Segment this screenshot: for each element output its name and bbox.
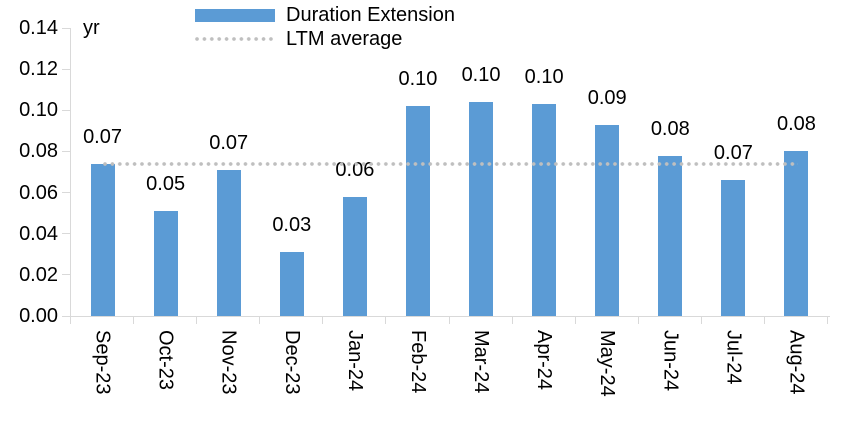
x-axis-label-Aug-24: Aug-24 (785, 330, 808, 395)
ltm-average-line (102, 161, 799, 166)
bar-value-label: 0.07 (713, 142, 753, 165)
y-axis-tick-label: 0.02 (19, 263, 58, 286)
y-axis-unit-label: yr (83, 17, 100, 39)
x-axis-tick (637, 316, 639, 324)
x-axis-tick (196, 316, 198, 324)
bar-Nov-23 (216, 169, 241, 316)
x-axis-tick (700, 316, 702, 324)
bar-value-label: 0.08 (650, 117, 690, 140)
legend-item-ltm-average: LTM average (195, 27, 455, 51)
bar-value-label: 0.05 (146, 173, 186, 196)
bar-Jun-24 (658, 155, 683, 316)
x-axis-label-Nov-23: Nov-23 (217, 330, 240, 395)
bar-Oct-23 (153, 211, 178, 316)
bar-May-24 (595, 124, 620, 316)
bar-value-label: 0.03 (272, 214, 312, 237)
bar-Feb-24 (405, 106, 430, 316)
x-axis-tick (385, 316, 387, 324)
y-axis-tick (62, 68, 70, 70)
bar-Mar-24 (469, 102, 494, 316)
x-axis-label-Jun-24: Jun-24 (659, 330, 682, 392)
y-axis-tick-label: 0.14 (19, 17, 58, 39)
bar-Sep-23 (90, 163, 115, 316)
y-axis-tick (62, 27, 70, 29)
x-axis-tick (763, 316, 765, 324)
x-axis-tick (322, 316, 324, 324)
y-axis-tick-label: 0.04 (19, 222, 58, 245)
legend-dotted-line-swatch-icon (195, 37, 275, 41)
y-axis-line (70, 28, 71, 316)
bar-Dec-23 (279, 252, 304, 316)
x-axis-line (70, 316, 830, 317)
y-axis-tick-label: 0.00 (19, 305, 58, 327)
y-axis-tick (62, 150, 70, 152)
x-axis-tick (448, 316, 450, 324)
bar-value-label: 0.09 (587, 86, 627, 109)
chart-legend: Duration Extension LTM average (195, 3, 455, 51)
x-axis-label-Mar-24: Mar-24 (470, 330, 493, 394)
x-axis-tick (133, 316, 135, 324)
y-axis-tick-label: 0.06 (19, 181, 58, 204)
x-axis-tick (70, 316, 71, 324)
bar-value-label: 0.08 (776, 113, 816, 136)
x-axis-label-Oct-23: Oct-23 (154, 330, 177, 391)
bar-Jan-24 (342, 196, 367, 316)
bar-Aug-24 (784, 151, 809, 316)
bar-value-label: 0.10 (461, 64, 501, 87)
x-axis-label-Dec-23: Dec-23 (280, 330, 303, 395)
x-axis-tick (574, 316, 576, 324)
x-axis-label-Sep-23: Sep-23 (91, 330, 114, 395)
y-axis-tick (62, 192, 70, 194)
y-axis-tick (62, 233, 70, 235)
y-axis-tick-label: 0.10 (19, 99, 58, 122)
x-axis-tick (827, 316, 828, 324)
legend-item-duration-extension: Duration Extension (195, 3, 455, 27)
bar-Jul-24 (721, 180, 746, 316)
legend-label-duration-extension: Duration Extension (286, 3, 455, 26)
y-axis-tick-label: 0.12 (19, 58, 58, 81)
y-axis-tick (62, 109, 70, 111)
bar-value-label: 0.10 (398, 68, 438, 91)
bar-Apr-24 (532, 104, 557, 316)
x-axis-label-Apr-24: Apr-24 (533, 330, 556, 391)
x-axis-label-Feb-24: Feb-24 (406, 330, 429, 394)
x-axis-tick (511, 316, 513, 324)
y-axis-tick-label: 0.08 (19, 140, 58, 163)
legend-label-ltm-average: LTM average (286, 27, 403, 50)
legend-bar-swatch-icon (195, 8, 275, 22)
x-axis-label-Jul-24: Jul-24 (722, 330, 745, 385)
y-axis-tick (62, 274, 70, 276)
bar-value-label: 0.07 (83, 125, 122, 148)
bar-value-label: 0.10 (524, 66, 564, 89)
x-axis-label-May-24: May-24 (596, 330, 619, 397)
x-axis-label-Jan-24: Jan-24 (343, 330, 366, 392)
bar-value-label: 0.07 (209, 131, 249, 154)
x-axis-tick (259, 316, 261, 324)
y-axis-tick (62, 315, 70, 317)
